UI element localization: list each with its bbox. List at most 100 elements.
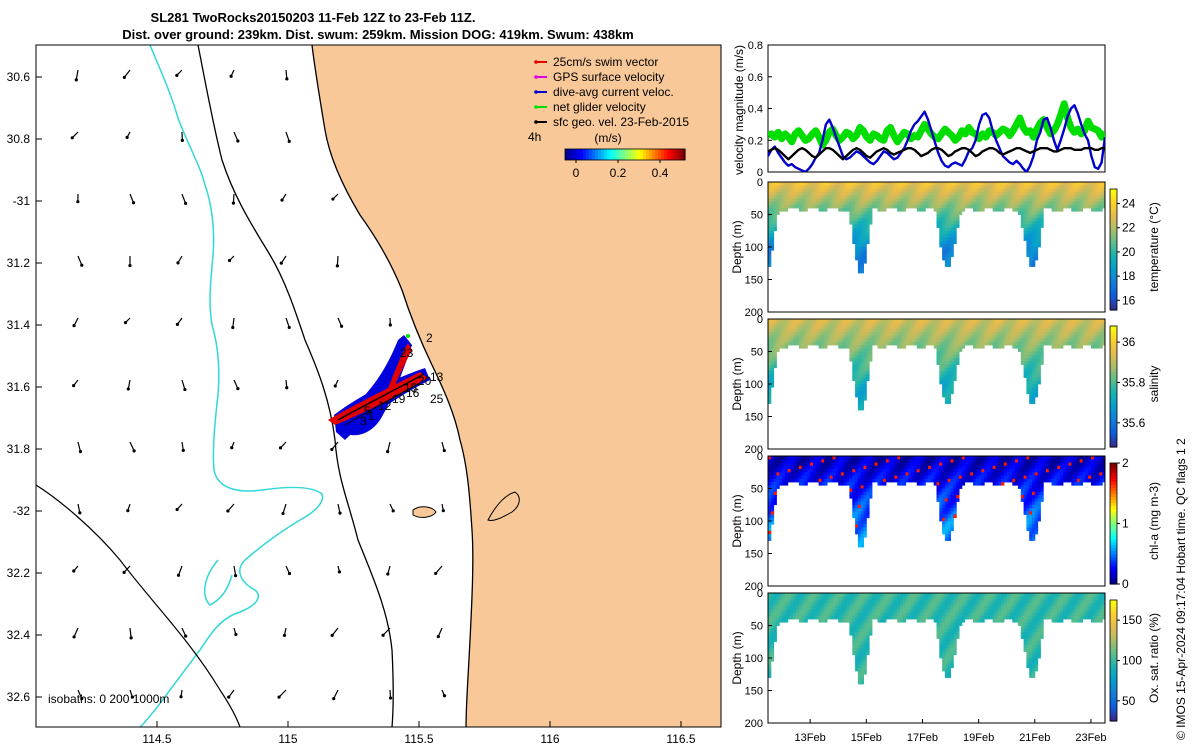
section-cell [1040, 348, 1044, 352]
section-cell [810, 602, 814, 607]
section-cell [818, 615, 822, 620]
section-cell [782, 335, 786, 339]
section-cell [1017, 198, 1022, 202]
section-cell [944, 211, 949, 215]
section-cell [970, 188, 974, 193]
section-cell [922, 456, 926, 460]
section-cell [987, 456, 991, 460]
section-cell [987, 191, 991, 196]
section-cell [843, 469, 848, 473]
section-cell [801, 478, 805, 483]
section-cell [877, 204, 881, 209]
section-cell [1026, 214, 1030, 219]
section-cell [902, 191, 907, 196]
section-cell [1048, 185, 1053, 189]
section-cell [902, 462, 907, 467]
section-cell [782, 195, 786, 199]
section-cell [959, 328, 963, 333]
section-cell [1029, 351, 1033, 356]
section-cell [928, 478, 932, 483]
section-cell [975, 456, 980, 460]
section-cell [939, 243, 943, 248]
section-cell [860, 517, 864, 522]
section-cell [1040, 361, 1044, 365]
section-cell [900, 341, 904, 346]
section-cell [857, 328, 862, 333]
section-cell [860, 227, 864, 232]
section-cell [1057, 332, 1061, 336]
section-cell [973, 204, 977, 209]
section-cell [956, 456, 960, 460]
section-colorbar-segment [1110, 326, 1117, 330]
section-cell [885, 456, 890, 460]
section-cell [936, 354, 940, 359]
section-cell [773, 345, 777, 349]
section-cell [936, 319, 940, 323]
section-cell [863, 325, 867, 330]
section-cell [967, 475, 971, 480]
section-cell [1054, 469, 1058, 473]
section-cell [768, 635, 772, 639]
section-cell [964, 456, 968, 460]
section-cell [891, 462, 895, 467]
section-cell [944, 465, 949, 470]
section-cell [959, 191, 963, 196]
section-cell [939, 198, 943, 202]
section-cell [770, 491, 775, 496]
section-cell [1062, 182, 1067, 186]
section-cell [1091, 459, 1095, 463]
section-cell [863, 615, 867, 620]
velocity-y-tick-label: 0.6 [748, 72, 763, 84]
section-cell [857, 537, 862, 541]
section-cell [1076, 198, 1081, 202]
section-cell [874, 325, 878, 330]
legend-4h: 4h [528, 130, 541, 144]
section-cell [1062, 462, 1067, 467]
section-cell [855, 328, 859, 333]
section-cell [798, 182, 803, 186]
section-cell [1017, 462, 1022, 467]
section-cell [956, 485, 960, 489]
section-cell [801, 325, 805, 330]
section-cell [1096, 456, 1100, 460]
section-cell [995, 469, 999, 473]
section-cell [773, 358, 777, 362]
section-cell [860, 335, 864, 339]
section-cell [1034, 521, 1039, 525]
section-cell [827, 612, 831, 617]
section-cell [928, 456, 932, 460]
section-cell [956, 472, 960, 476]
section-cell [939, 214, 943, 219]
section-cell [1032, 185, 1036, 189]
section-cell [773, 348, 777, 352]
section-cell [905, 332, 909, 336]
section-cell [883, 335, 887, 339]
section-cell [860, 612, 864, 617]
section-cell [827, 602, 831, 607]
section-cell [950, 367, 954, 372]
section-cell [843, 325, 848, 330]
section-cell [902, 482, 907, 486]
section-cell [832, 602, 836, 607]
section-cell [1020, 351, 1025, 356]
section-cell [1062, 472, 1067, 476]
section-cell [964, 191, 968, 196]
section-cell [860, 508, 864, 512]
section-cell [998, 459, 1002, 463]
section-cell [779, 188, 783, 193]
section-cell [863, 478, 867, 483]
section-cell [871, 188, 876, 193]
section-cell [804, 612, 808, 617]
colorbar-segment [646, 149, 650, 160]
section-cell [849, 354, 853, 359]
section-colorbar-segment [1110, 356, 1117, 360]
section-cell [981, 328, 985, 333]
section-cell [1057, 335, 1061, 339]
section-cell [885, 338, 890, 343]
section-cell [1043, 338, 1047, 343]
section-cell [1026, 328, 1030, 333]
section-cell [863, 456, 867, 460]
section-cell [1088, 182, 1092, 186]
section-cell [998, 482, 1002, 486]
section-cell [947, 208, 951, 212]
